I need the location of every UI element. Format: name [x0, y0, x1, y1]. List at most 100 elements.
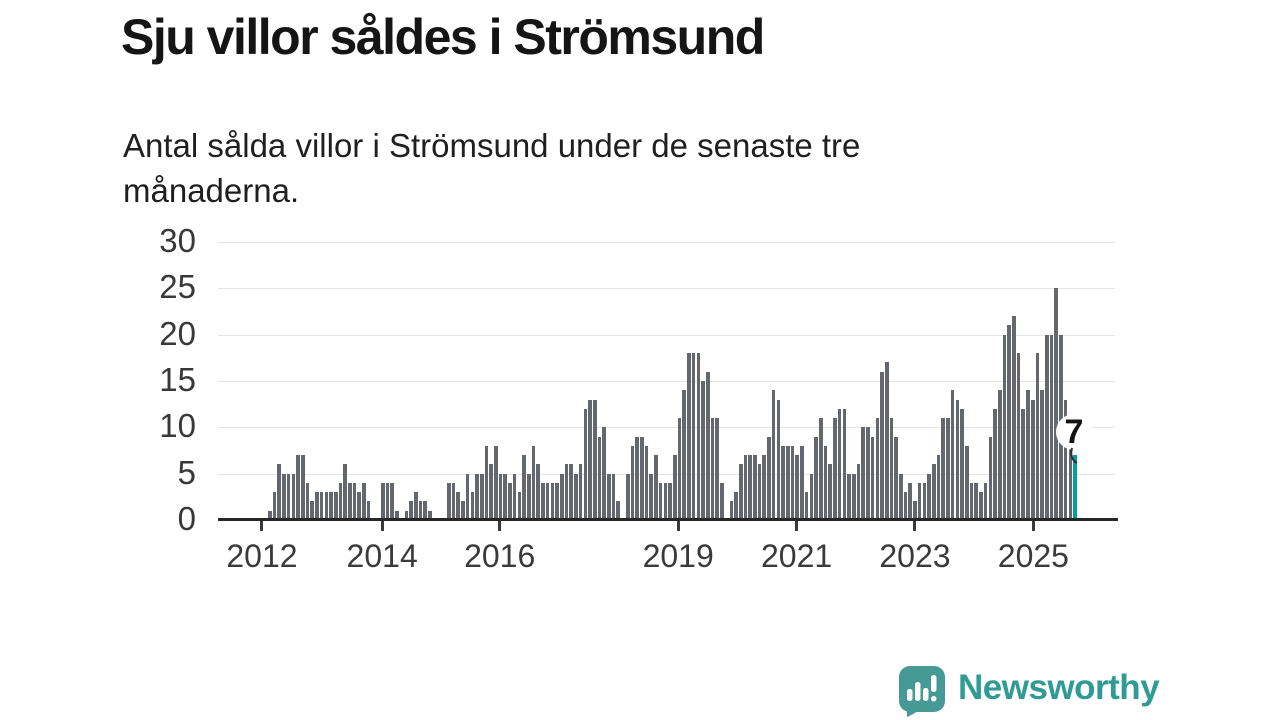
bar	[494, 445, 498, 520]
bar	[545, 482, 550, 520]
bar	[607, 473, 611, 520]
bar	[625, 473, 630, 520]
bar	[1016, 353, 1021, 520]
bar	[362, 482, 366, 520]
bar	[536, 464, 541, 520]
bar	[602, 427, 606, 520]
x-tick-2025	[1031, 521, 1035, 531]
x-tick-label-2025: 2025	[997, 538, 1069, 574]
bar	[786, 445, 790, 520]
bar	[757, 464, 762, 520]
bar	[1002, 334, 1007, 520]
bar	[649, 473, 654, 520]
bar	[1054, 288, 1059, 520]
x-tick-2019	[676, 521, 680, 531]
bar	[531, 445, 536, 520]
bar	[894, 436, 898, 520]
y-tick-label-30: 30	[159, 222, 196, 259]
y-tick-label-10: 10	[159, 407, 196, 445]
bar	[753, 455, 757, 520]
bar	[654, 455, 658, 520]
bar	[348, 482, 352, 520]
bar	[343, 464, 347, 520]
bar-chart: 0 5 10 15 20 25 30 2012 2014 2016 2019 2021 2023 202…	[159, 222, 1118, 574]
bar	[682, 390, 686, 520]
bar	[574, 473, 578, 520]
bar	[569, 464, 573, 520]
bar	[696, 353, 701, 520]
bar	[385, 482, 390, 520]
bar	[324, 492, 329, 520]
bar	[418, 501, 423, 520]
bar	[875, 418, 880, 520]
bar	[1045, 334, 1049, 520]
bar	[946, 418, 950, 520]
bar	[550, 482, 555, 520]
bar	[583, 408, 588, 520]
bar	[950, 390, 955, 520]
bar	[814, 436, 818, 520]
x-tick-2016	[498, 521, 502, 531]
bar	[842, 408, 847, 520]
bar	[390, 482, 395, 520]
bar	[767, 436, 771, 520]
bar	[701, 381, 705, 520]
y-tick-label-5: 5	[177, 453, 196, 491]
bar	[899, 473, 903, 520]
gridline-25	[218, 288, 1115, 290]
bar	[640, 436, 644, 520]
bar	[527, 473, 531, 520]
bar	[1007, 325, 1011, 520]
bar	[475, 473, 479, 520]
bar	[729, 501, 734, 520]
bar	[286, 473, 291, 520]
bar	[1026, 390, 1030, 520]
x-tick-2014	[380, 521, 384, 531]
bar	[663, 482, 668, 520]
bar	[941, 418, 946, 520]
newsworthy-logo: Newsworthy	[897, 664, 1160, 718]
bar	[413, 492, 418, 520]
bar	[743, 455, 748, 520]
bar	[489, 464, 493, 520]
bar	[1040, 390, 1044, 520]
y-tick-label-20: 20	[159, 314, 196, 352]
gridline-30	[218, 242, 1115, 243]
bar	[329, 492, 333, 520]
bar	[969, 482, 974, 520]
gridline-15	[218, 381, 1115, 382]
bar	[771, 390, 776, 520]
bar	[818, 418, 823, 520]
bar	[333, 492, 338, 520]
bar	[1063, 399, 1068, 520]
bar	[932, 464, 936, 520]
bar	[710, 418, 715, 520]
bar	[479, 473, 484, 520]
y-tick-label-25: 25	[159, 268, 196, 306]
bar	[997, 390, 1002, 520]
newsworthy-logo-text: Newsworthy	[958, 668, 1160, 707]
bar	[498, 473, 503, 520]
bar	[809, 473, 814, 520]
bar	[762, 455, 767, 520]
bar	[409, 501, 413, 520]
bar	[908, 482, 913, 520]
bar	[555, 482, 559, 520]
x-tick-2023	[913, 521, 917, 531]
bar	[677, 418, 682, 520]
page-title: Sju villor såldes i Strömsund	[121, 9, 765, 65]
bar	[597, 436, 602, 520]
bar	[395, 510, 399, 520]
bar	[644, 445, 649, 520]
bar	[913, 501, 917, 520]
gridline-10	[218, 427, 1115, 429]
bar	[691, 353, 696, 520]
bar	[282, 473, 286, 520]
bar	[861, 427, 865, 520]
bar	[338, 482, 343, 520]
x-tick-2021	[795, 521, 799, 531]
x-tick-label-2014: 2014	[346, 538, 418, 574]
bar	[578, 464, 583, 520]
highlighted-bar	[1073, 455, 1077, 520]
bar	[357, 492, 362, 520]
